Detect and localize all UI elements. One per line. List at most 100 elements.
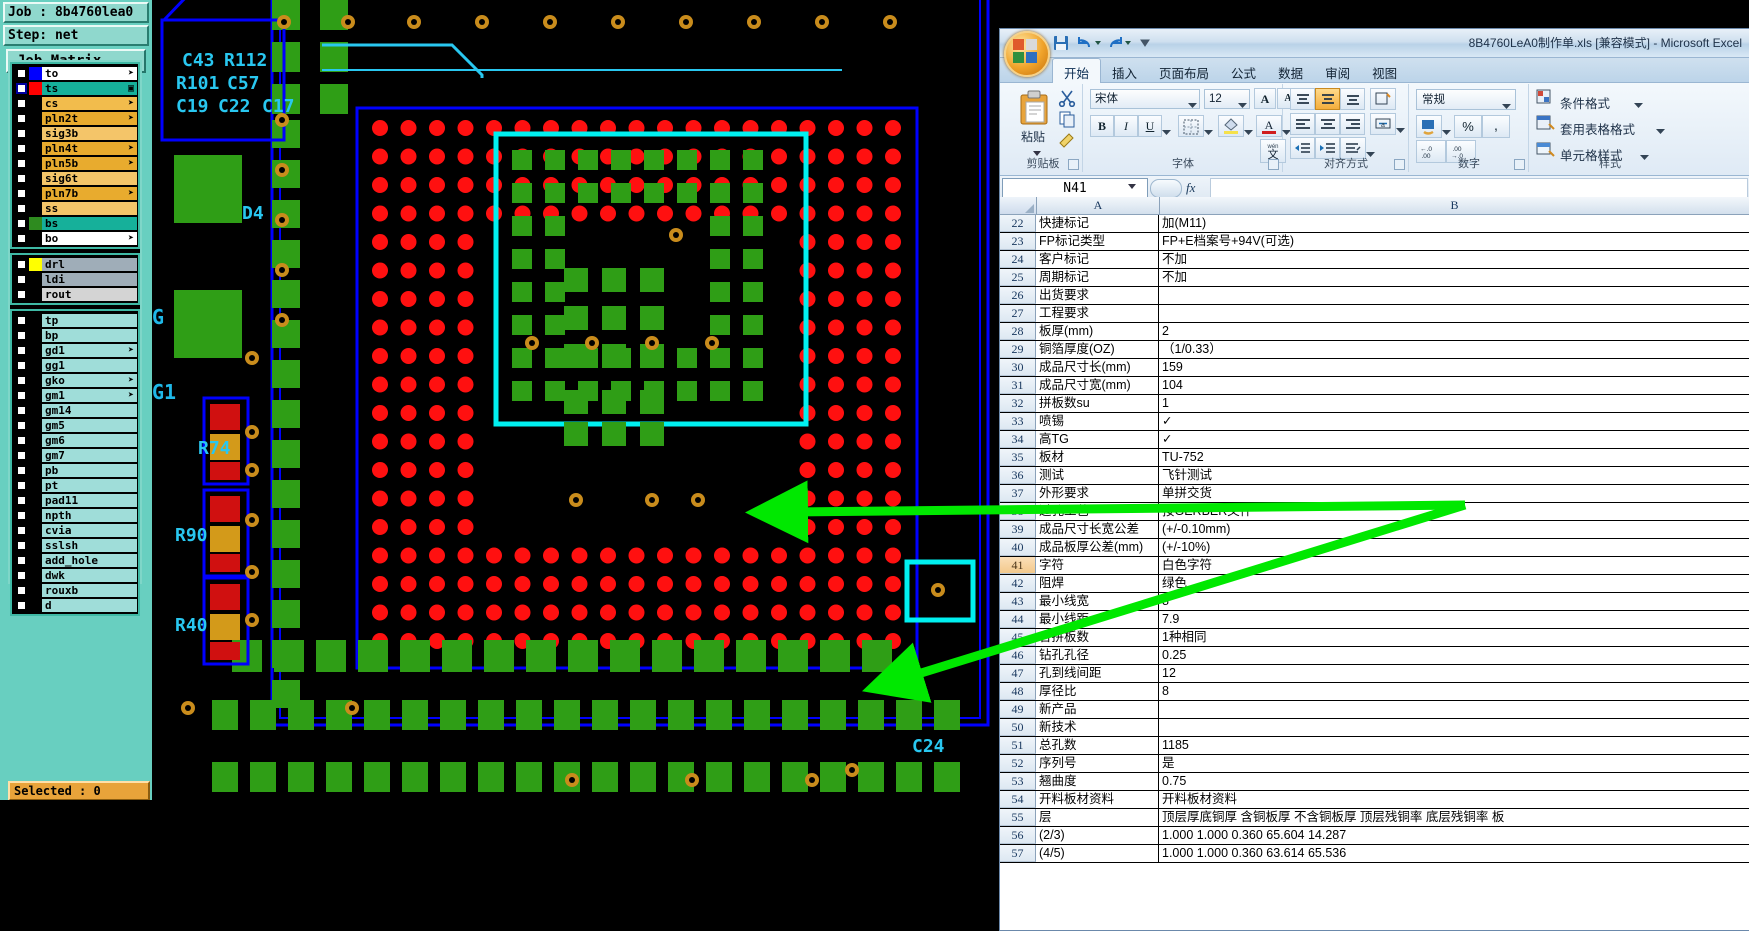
row-header[interactable]: 57 bbox=[1000, 845, 1036, 862]
layer-checkbox[interactable] bbox=[16, 217, 27, 229]
layer-row[interactable]: d bbox=[13, 598, 137, 612]
worksheet-row[interactable]: 51 总孔数 1185 bbox=[1000, 737, 1749, 755]
layer-checkbox[interactable] bbox=[16, 187, 27, 199]
layer-row[interactable]: gm7 bbox=[13, 448, 137, 462]
row-header[interactable]: 24 bbox=[1000, 251, 1036, 268]
pcb-canvas[interactable]: C43 R112 R101 C57 C19 C22 C17 D4 G G1 R74 R90 R40 C24 bbox=[152, 0, 1000, 800]
worksheet-row[interactable]: 29 铜箔厚度(OZ) （1/0.33） bbox=[1000, 341, 1749, 359]
cell-b[interactable]: 加(M11) bbox=[1162, 216, 1207, 230]
worksheet-row[interactable]: 50 新技术 bbox=[1000, 719, 1749, 737]
paste-icon[interactable] bbox=[1018, 90, 1050, 131]
layer-checkbox[interactable] bbox=[16, 584, 27, 596]
conditional-format-dropdown-icon[interactable] bbox=[1634, 96, 1643, 114]
table-format-label[interactable]: 套用表格格式 bbox=[1560, 123, 1636, 137]
worksheet-row[interactable]: 35 板材 TU-752 bbox=[1000, 449, 1749, 467]
row-header[interactable]: 49 bbox=[1000, 701, 1036, 718]
row-header[interactable]: 28 bbox=[1000, 323, 1036, 340]
row-header[interactable]: 53 bbox=[1000, 773, 1036, 790]
wrap-text-button[interactable] bbox=[1340, 137, 1366, 159]
decrease-indent-button[interactable] bbox=[1290, 137, 1315, 159]
layer-row[interactable]: gd1 ➤ bbox=[13, 343, 137, 357]
layer-row[interactable]: cs ➤ bbox=[13, 96, 137, 110]
layer-color-swatch[interactable] bbox=[29, 231, 42, 245]
table-format-dropdown-icon[interactable] bbox=[1656, 122, 1665, 140]
row-header[interactable]: 33 bbox=[1000, 413, 1036, 430]
layer-name-label[interactable]: pad11 bbox=[42, 493, 137, 507]
layer-checkbox[interactable] bbox=[16, 524, 27, 536]
worksheet-row[interactable]: 28 板厚(mm) 2 bbox=[1000, 323, 1749, 341]
layer-checkbox[interactable] bbox=[16, 509, 27, 521]
worksheet-row[interactable]: 38 过孔工艺 按GERBER文件 bbox=[1000, 503, 1749, 521]
cell-b[interactable]: ✓ bbox=[1162, 432, 1173, 446]
insert-function-icon[interactable]: fx bbox=[1186, 180, 1196, 195]
layer-checkbox[interactable] bbox=[16, 97, 27, 109]
row-header[interactable]: 36 bbox=[1000, 467, 1036, 484]
layer-name-label[interactable]: d bbox=[42, 598, 137, 612]
cell-b[interactable]: 1 bbox=[1162, 396, 1169, 410]
worksheet-row[interactable]: 27 工程要求 bbox=[1000, 305, 1749, 323]
layer-color-swatch[interactable] bbox=[29, 81, 42, 95]
layer-checkbox[interactable] bbox=[16, 599, 27, 611]
layer-name-label[interactable]: pln4t ➤ bbox=[42, 141, 137, 155]
decrease-decimal-button[interactable]: .00 →.0 bbox=[1446, 140, 1476, 163]
worksheet-row[interactable]: 36 测试 飞针测试 bbox=[1000, 467, 1749, 485]
layer-color-swatch[interactable] bbox=[29, 583, 42, 597]
layer-color-swatch[interactable] bbox=[29, 523, 42, 537]
layer-name-label[interactable]: gm14 bbox=[42, 403, 137, 417]
cell-b[interactable]: 绿色 bbox=[1162, 576, 1188, 590]
worksheet-row[interactable]: 37 外形要求 单拼交货 bbox=[1000, 485, 1749, 503]
cell-a[interactable]: 快捷标记 bbox=[1037, 215, 1159, 232]
fill-color-button[interactable] bbox=[1218, 115, 1244, 137]
layer-color-swatch[interactable] bbox=[29, 257, 42, 271]
layer-checkbox[interactable] bbox=[16, 449, 27, 461]
cell-b[interactable] bbox=[1160, 719, 1749, 736]
row-header[interactable]: 29 bbox=[1000, 341, 1036, 358]
worksheet-row[interactable]: 22 快捷标记 加(M11) bbox=[1000, 215, 1749, 233]
cell-a[interactable]: 开料板材资料 bbox=[1037, 791, 1159, 808]
cell-b[interactable]: 不加 bbox=[1162, 270, 1188, 284]
layer-name-label[interactable]: gm6 bbox=[42, 433, 137, 447]
borders-button[interactable] bbox=[1178, 115, 1204, 137]
name-box[interactable]: N41 bbox=[1002, 178, 1148, 199]
increase-decimal-button[interactable]: ←.0.00 bbox=[1416, 140, 1446, 163]
layer-row[interactable]: bo ➤ bbox=[13, 231, 137, 245]
row-header[interactable]: 30 bbox=[1000, 359, 1036, 376]
cell-a[interactable]: 成品板厚公差(mm) bbox=[1037, 539, 1159, 556]
layer-name-label[interactable]: pb bbox=[42, 463, 137, 477]
ribbon-tab[interactable]: 视图 bbox=[1372, 67, 1398, 81]
cell-a[interactable]: 新技术 bbox=[1037, 719, 1159, 736]
bold-button[interactable]: B bbox=[1090, 115, 1114, 137]
layer-name-label[interactable]: tp bbox=[42, 313, 137, 327]
cell-a[interactable]: 喷锡 bbox=[1037, 413, 1159, 430]
layer-name-label[interactable]: bo ➤ bbox=[42, 231, 137, 245]
cell-a[interactable]: 测试 bbox=[1037, 467, 1159, 484]
cell-b[interactable]: (+/-10%) bbox=[1162, 540, 1211, 554]
cell-a[interactable]: FP标记类型 bbox=[1037, 233, 1159, 250]
increase-indent-button[interactable] bbox=[1315, 137, 1340, 159]
grow-font-button[interactable]: A bbox=[1254, 88, 1276, 109]
underline-button[interactable]: U bbox=[1138, 115, 1162, 137]
worksheet-row[interactable]: 57 (4/5) 1.000 1.000 0.360 63.614 65.536 bbox=[1000, 845, 1749, 863]
worksheet-row[interactable]: 47 孔到线间距 12 bbox=[1000, 665, 1749, 683]
paste-label[interactable]: 粘贴 bbox=[1021, 130, 1046, 144]
clipboard-dialog-launcher[interactable] bbox=[1068, 159, 1079, 170]
align-top-button[interactable] bbox=[1290, 88, 1315, 110]
cell-a[interactable]: 字符 bbox=[1037, 557, 1159, 574]
row-header[interactable]: 41 bbox=[1000, 557, 1036, 574]
layer-checkbox[interactable] bbox=[16, 404, 27, 416]
layer-row[interactable]: bp bbox=[13, 328, 137, 342]
layer-color-swatch[interactable] bbox=[29, 478, 42, 492]
cut-icon[interactable] bbox=[1058, 89, 1076, 112]
layer-row[interactable]: ss bbox=[13, 201, 137, 215]
cell-b[interactable] bbox=[1160, 305, 1749, 322]
cell-b[interactable]: 2 bbox=[1162, 324, 1169, 338]
layer-color-swatch[interactable] bbox=[29, 553, 42, 567]
worksheet-row[interactable]: 55 层顶层厚底铜厚 含铜板厚 不含铜板厚 顶层残铜率 底层残铜率 板 bbox=[1000, 809, 1749, 827]
cell-a[interactable]: 拼板数su bbox=[1037, 395, 1159, 412]
cell-a[interactable]: 周期标记 bbox=[1037, 269, 1159, 286]
row-header[interactable]: 56 bbox=[1000, 827, 1036, 844]
cell-a[interactable]: 钻孔孔径 bbox=[1037, 647, 1159, 664]
layer-color-swatch[interactable] bbox=[29, 66, 42, 80]
layer-checkbox[interactable] bbox=[16, 258, 27, 270]
row-header[interactable]: 44 bbox=[1000, 611, 1036, 628]
